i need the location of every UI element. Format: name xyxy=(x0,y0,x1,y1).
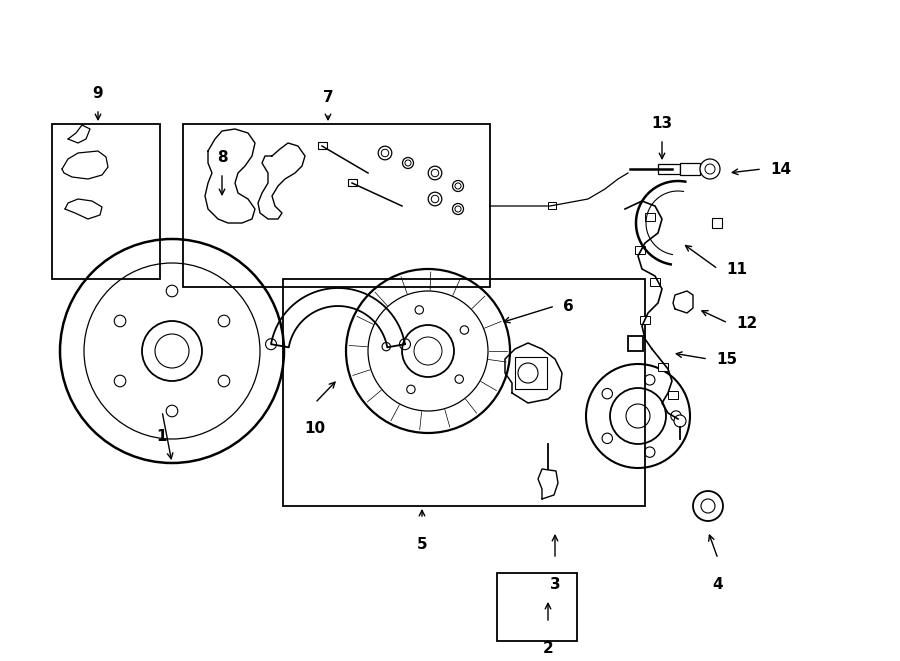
Bar xyxy=(640,316,650,324)
Bar xyxy=(548,202,556,209)
Text: 13: 13 xyxy=(652,116,672,131)
Text: 5: 5 xyxy=(417,537,428,552)
Text: 8: 8 xyxy=(217,150,228,165)
Circle shape xyxy=(693,491,723,521)
Bar xyxy=(680,163,700,175)
Text: 15: 15 xyxy=(716,352,737,366)
Bar xyxy=(283,279,645,506)
Bar xyxy=(645,213,655,221)
Bar xyxy=(658,363,668,371)
Bar xyxy=(628,336,643,351)
Text: 6: 6 xyxy=(563,299,574,313)
Text: 10: 10 xyxy=(304,421,326,436)
Text: 7: 7 xyxy=(323,90,333,105)
Bar xyxy=(318,142,327,149)
Text: 3: 3 xyxy=(550,577,561,592)
Text: 1: 1 xyxy=(157,429,167,444)
Bar xyxy=(348,179,357,186)
Bar xyxy=(52,124,160,279)
Bar xyxy=(497,573,577,641)
Text: 4: 4 xyxy=(713,577,724,592)
Bar xyxy=(658,164,680,174)
Bar xyxy=(668,391,678,399)
Bar xyxy=(515,357,547,389)
Text: 11: 11 xyxy=(726,262,747,276)
Bar xyxy=(635,246,645,254)
Circle shape xyxy=(674,415,686,427)
Bar xyxy=(650,278,660,286)
Bar xyxy=(183,124,490,287)
Text: 12: 12 xyxy=(736,315,757,330)
Text: 2: 2 xyxy=(543,641,553,656)
Text: 9: 9 xyxy=(93,86,104,101)
Circle shape xyxy=(700,159,720,179)
Text: 14: 14 xyxy=(770,161,791,176)
Bar xyxy=(712,218,722,228)
